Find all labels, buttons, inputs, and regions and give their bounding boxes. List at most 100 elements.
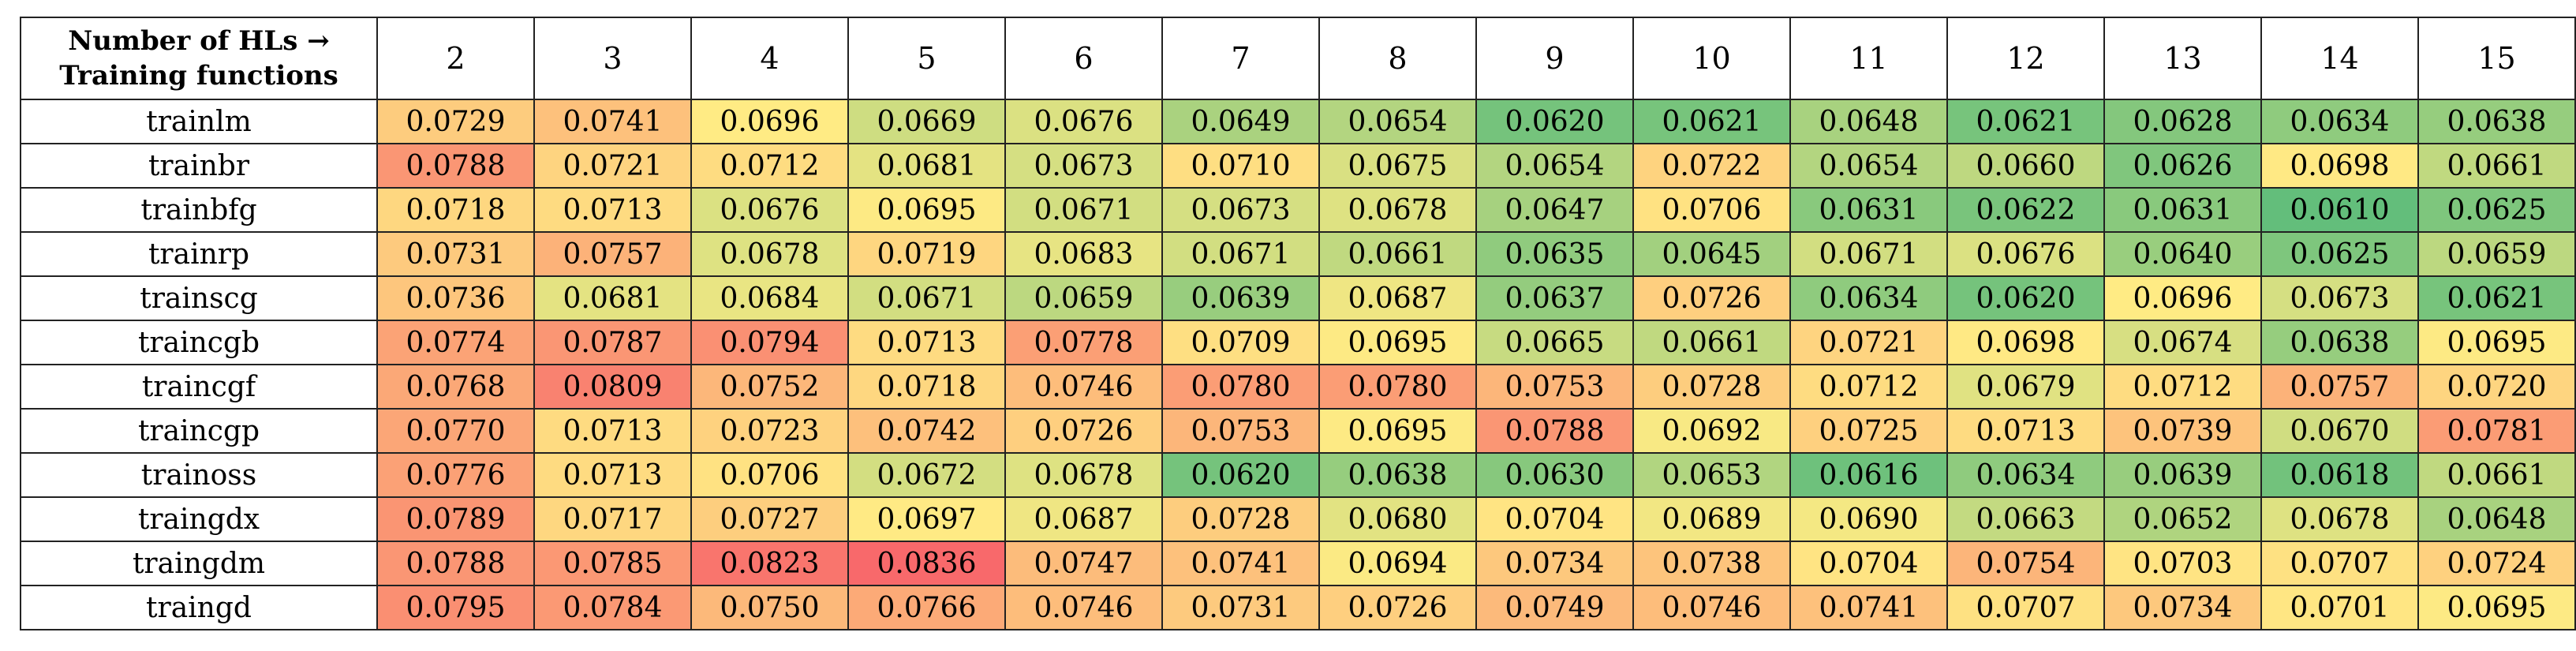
value-cell: 0.0718: [847, 364, 1006, 410]
value-cell: 0.0689: [1632, 496, 1791, 542]
value-cell: 0.0753: [1161, 408, 1320, 454]
value-cell: 0.0746: [1632, 585, 1791, 630]
value-cell: 0.0707: [1946, 585, 2105, 630]
column-header: 4: [690, 17, 849, 100]
row-label: trainscg: [20, 275, 378, 321]
value-cell: 0.0654: [1789, 143, 1948, 189]
value-cell: 0.0713: [533, 187, 692, 233]
value-cell: 0.0676: [690, 187, 849, 233]
value-cell: 0.0757: [533, 231, 692, 277]
value-cell: 0.0717: [533, 496, 692, 542]
value-cell: 0.0739: [2103, 408, 2262, 454]
value-cell: 0.0661: [1632, 320, 1791, 365]
value-cell: 0.0692: [1632, 408, 1791, 454]
value-cell: 0.0757: [2260, 364, 2419, 410]
column-header: 9: [1475, 17, 1634, 100]
corner-top: Number of HLs →: [68, 25, 330, 57]
value-cell: 0.0698: [1946, 320, 2105, 365]
value-cell: 0.0661: [2417, 143, 2576, 189]
value-cell: 0.0728: [1632, 364, 1791, 410]
table-row: trainscg 0.0736 0.0681 0.0684 0.0671 0.0659 0.…: [20, 275, 2576, 321]
value-cell: 0.0676: [1946, 231, 2105, 277]
value-cell: 0.0628: [2103, 99, 2262, 144]
value-cell: 0.0780: [1318, 364, 1477, 410]
table-row: traingdx 0.0789 0.0717 0.0727 0.0697 0.0687 0.…: [20, 496, 2576, 542]
value-cell: 0.0687: [1004, 496, 1163, 542]
value-cell: 0.0610: [2260, 187, 2419, 233]
table-row: traingd 0.0795 0.0784 0.0750 0.0766 0.0746 0.0…: [20, 585, 2576, 630]
value-cell: 0.0676: [1004, 99, 1163, 144]
value-cell: 0.0696: [690, 99, 849, 144]
value-cell: 0.0712: [2103, 364, 2262, 410]
value-cell: 0.0720: [2417, 364, 2576, 410]
value-cell: 0.0695: [1318, 320, 1477, 365]
value-cell: 0.0750: [690, 585, 849, 630]
value-cell: 0.0618: [2260, 452, 2419, 498]
value-cell: 0.0620: [1161, 452, 1320, 498]
value-cell: 0.0648: [2417, 496, 2576, 542]
value-cell: 0.0734: [1475, 541, 1634, 586]
value-cell: 0.0631: [1789, 187, 1948, 233]
table-row: traincgf 0.0768 0.0809 0.0752 0.0718 0.0746 0.…: [20, 364, 2576, 410]
corner-bottom: Training functions: [59, 60, 338, 92]
value-cell: 0.0639: [2103, 452, 2262, 498]
value-cell: 0.0635: [1475, 231, 1634, 277]
value-cell: 0.0638: [1318, 452, 1477, 498]
value-cell: 0.0661: [1318, 231, 1477, 277]
value-cell: 0.0781: [2417, 408, 2576, 454]
row-label: traincgp: [20, 408, 378, 454]
column-header: 10: [1632, 17, 1791, 100]
value-cell: 0.0788: [1475, 408, 1634, 454]
value-cell: 0.0640: [2103, 231, 2262, 277]
row-label: traingdm: [20, 541, 378, 586]
value-cell: 0.0703: [2103, 541, 2262, 586]
value-cell: 0.0722: [1632, 143, 1791, 189]
value-cell: 0.0687: [1318, 275, 1477, 321]
value-cell: 0.0671: [1161, 231, 1320, 277]
value-cell: 0.0727: [690, 496, 849, 542]
value-cell: 0.0710: [1161, 143, 1320, 189]
value-cell: 0.0620: [1475, 99, 1634, 144]
value-cell: 0.0673: [1004, 143, 1163, 189]
value-cell: 0.0738: [1632, 541, 1791, 586]
value-cell: 0.0638: [2417, 99, 2576, 144]
value-cell: 0.0678: [1318, 187, 1477, 233]
value-cell: 0.0659: [1004, 275, 1163, 321]
value-cell: 0.0766: [847, 585, 1006, 630]
value-cell: 0.0725: [1789, 408, 1948, 454]
row-label: trainbfg: [20, 187, 378, 233]
value-cell: 0.0754: [1946, 541, 2105, 586]
value-cell: 0.0721: [533, 143, 692, 189]
value-cell: 0.0721: [1789, 320, 1948, 365]
table-row: trainlm 0.0729 0.0741 0.0696 0.0669 0.0676 0.0…: [20, 99, 2576, 144]
value-cell: 0.0753: [1475, 364, 1634, 410]
value-cell: 0.0695: [2417, 585, 2576, 630]
column-header: 15: [2417, 17, 2576, 100]
value-cell: 0.0712: [690, 143, 849, 189]
value-cell: 0.0616: [1789, 452, 1948, 498]
value-cell: 0.0625: [2417, 187, 2576, 233]
value-cell: 0.0747: [1004, 541, 1163, 586]
column-header: 13: [2103, 17, 2262, 100]
value-cell: 0.0683: [1004, 231, 1163, 277]
value-cell: 0.0665: [1475, 320, 1634, 365]
column-header: 8: [1318, 17, 1477, 100]
value-cell: 0.0734: [2103, 585, 2262, 630]
value-cell: 0.0652: [2103, 496, 2262, 542]
column-header: 6: [1004, 17, 1163, 100]
corner-cell: Number of HLs → Training functions: [20, 17, 378, 100]
value-cell: 0.0709: [1161, 320, 1320, 365]
value-cell: 0.0659: [2417, 231, 2576, 277]
value-cell: 0.0661: [2417, 452, 2576, 498]
column-header: 5: [847, 17, 1006, 100]
value-cell: 0.0718: [376, 187, 535, 233]
value-cell: 0.0741: [1161, 541, 1320, 586]
column-header: 7: [1161, 17, 1320, 100]
value-cell: 0.0670: [2260, 408, 2419, 454]
value-cell: 0.0675: [1318, 143, 1477, 189]
value-cell: 0.0653: [1632, 452, 1791, 498]
column-header: 3: [533, 17, 692, 100]
value-cell: 0.0654: [1318, 99, 1477, 144]
value-cell: 0.0679: [1946, 364, 2105, 410]
